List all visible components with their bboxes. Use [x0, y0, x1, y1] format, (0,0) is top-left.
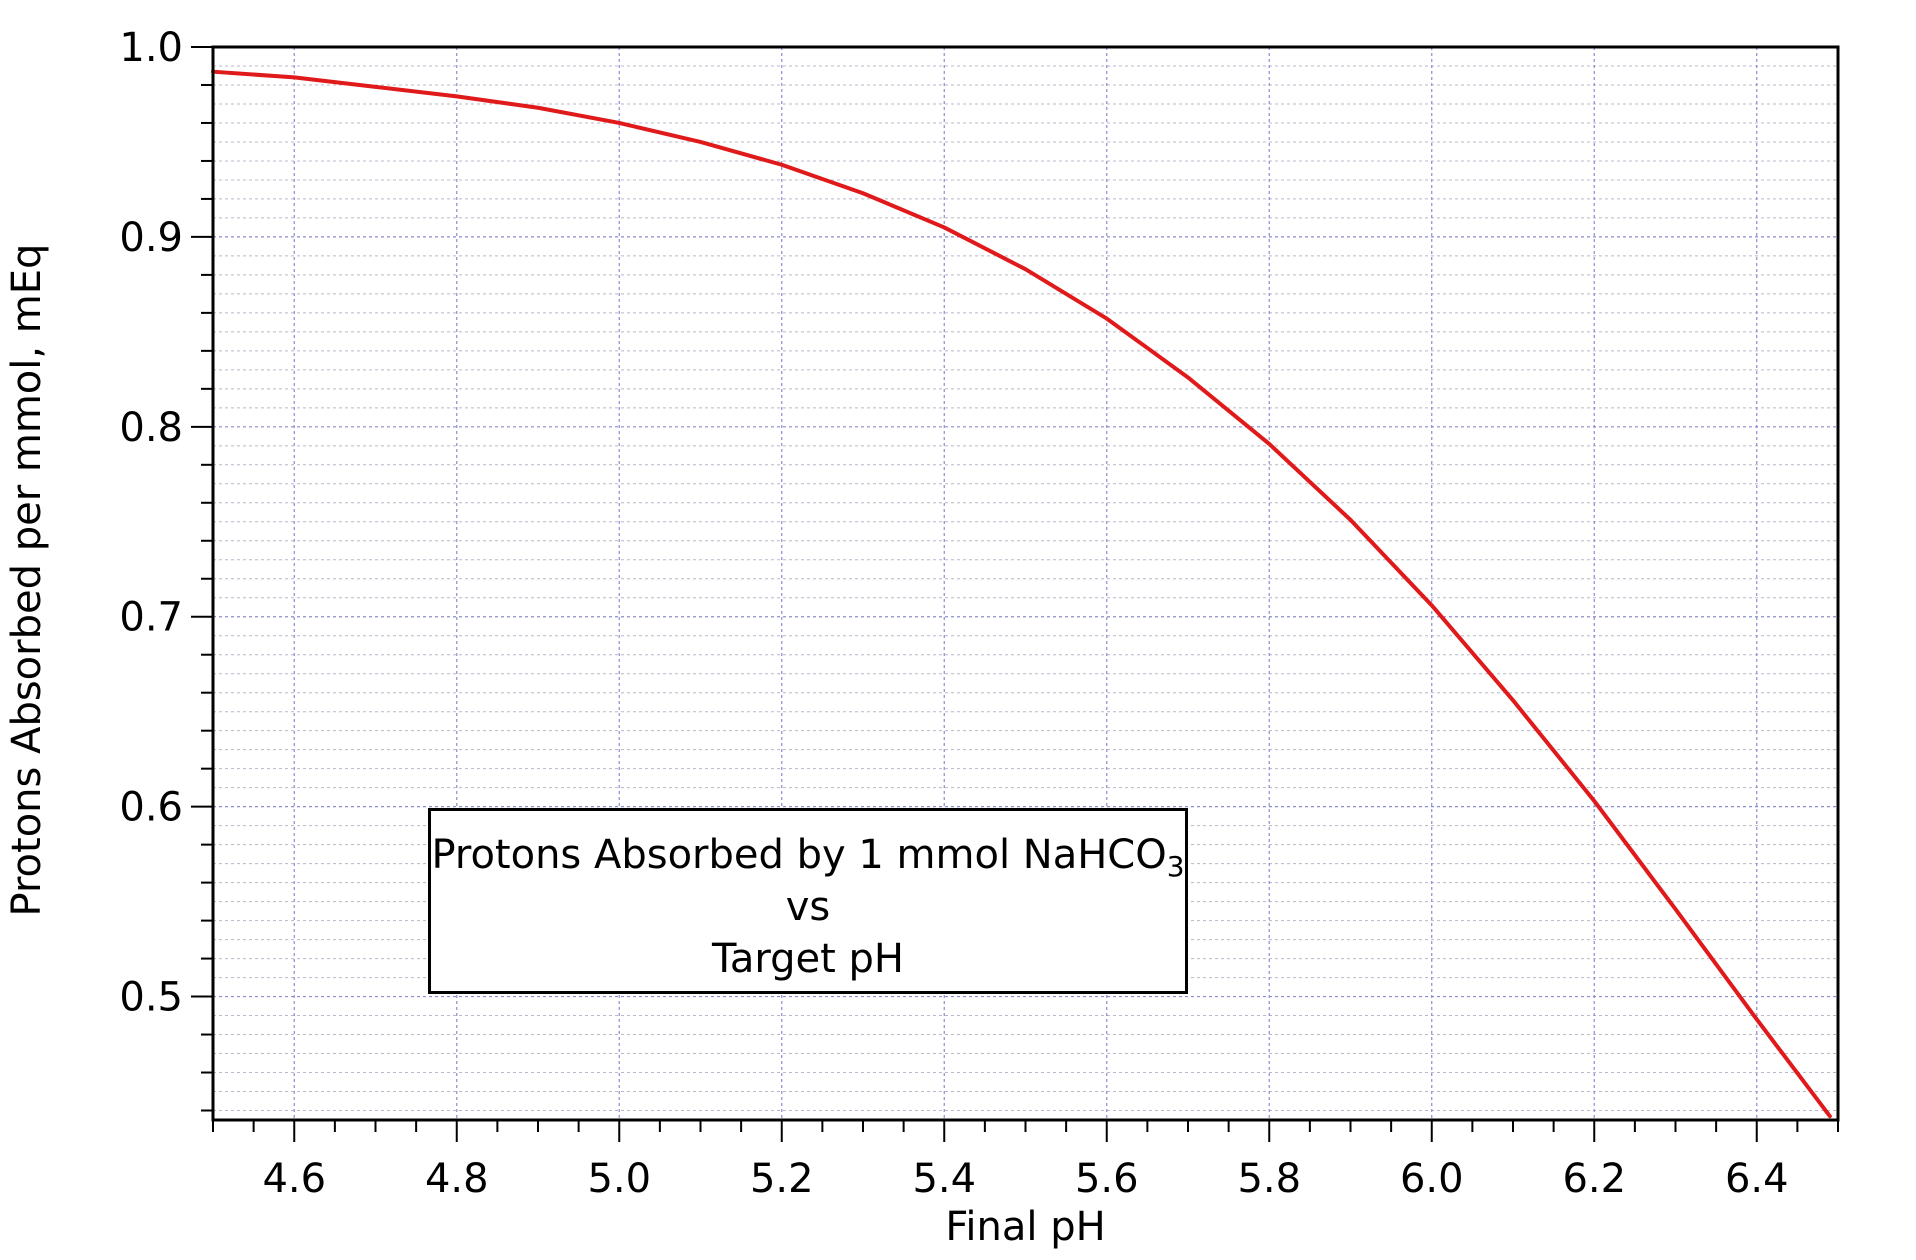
series-layer: [211, 69, 1832, 1119]
x-tick-label: 6.0: [1400, 1156, 1464, 1202]
x-tick-label: 5.6: [1075, 1156, 1139, 1202]
x-tick-label: 5.2: [750, 1156, 814, 1202]
annotation-box: Protons Absorbed by 1 mmol NaHCO3 vs Tar…: [428, 808, 1188, 994]
annotation-line-2: vs: [785, 884, 831, 930]
x-tick-label: 6.4: [1725, 1156, 1789, 1202]
y-tick-labels: 0.5 0.6 0.7 0.8 0.9 1.0: [119, 25, 183, 1021]
x-tick-label: 5.8: [1237, 1156, 1301, 1202]
y-tick-label: 0.9: [119, 215, 183, 261]
x-tick-label: 5.0: [587, 1156, 651, 1202]
annotation-line-3: Target pH: [712, 936, 904, 982]
annotation-subscript: 3: [1166, 850, 1185, 883]
annotation-line-1-text: Protons Absorbed by 1 mmol NaHCO: [431, 832, 1167, 878]
x-axis-title: Final pH: [945, 1204, 1105, 1250]
series-line: [211, 69, 1832, 1119]
axis-ticks: [191, 46, 1839, 1142]
x-tick-labels: 4.6 4.8 5.0 5.2 5.4 5.6 5.8 6.0 6.2 6.4: [262, 1156, 1788, 1202]
x-tick-label: 5.4: [912, 1156, 976, 1202]
y-tick-label: 0.5: [119, 975, 183, 1021]
x-tick-label: 4.8: [425, 1156, 489, 1202]
y-axis-title: Protons Absorbed per mmol, mEq: [4, 244, 50, 917]
y-tick-label: 1.0: [119, 25, 183, 71]
y-tick-label: 0.8: [119, 405, 183, 451]
plot-frame: [211, 45, 1840, 1122]
annotation-line-1: Protons Absorbed by 1 mmol NaHCO3: [431, 829, 1185, 881]
y-tick-label: 0.6: [119, 785, 183, 831]
y-tick-label: 0.7: [119, 595, 183, 641]
x-tick-label: 6.2: [1562, 1156, 1626, 1202]
x-tick-label: 4.6: [262, 1156, 326, 1202]
